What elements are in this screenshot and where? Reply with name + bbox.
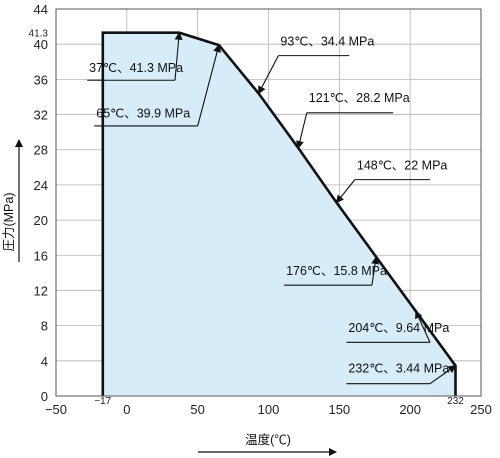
annotation-label: 204℃、9.64 MPa — [348, 321, 449, 335]
y-tick-label: 4 — [41, 354, 48, 369]
annotation-arrow — [296, 112, 308, 149]
annotation-label: 65℃、39.9 MPa — [96, 107, 190, 121]
plot-border — [55, 8, 482, 397]
y-tick-label: 32 — [34, 108, 48, 123]
y-tick-label: 12 — [34, 283, 48, 298]
annotation-arrow — [174, 31, 183, 81]
y-tick-label: 0 — [41, 389, 48, 404]
annotation-label: 232℃、3.44 MPa — [348, 362, 449, 376]
annotation-arrow — [415, 310, 431, 343]
annotation-arrow — [335, 179, 356, 204]
x-tick-label: 250 — [470, 402, 492, 417]
y-tick-label: 36 — [34, 72, 48, 87]
plot-frame — [55, 8, 482, 397]
annotations: 37℃、41.3 MPa 65℃、39.9 MPa 93℃、34.4 MPa 121℃… — [87, 31, 457, 385]
x-tick-label: 50 — [190, 402, 204, 417]
x-extra-tick-label: 232 — [447, 396, 464, 407]
annotation-arrow — [197, 44, 222, 127]
annotation-arrow — [371, 256, 380, 286]
x-extra-tick-label: −17 — [94, 396, 111, 407]
y-axis-label: 圧力(MPa) — [2, 192, 16, 251]
y-tick-label: 8 — [41, 319, 48, 334]
x-tick-label: 100 — [258, 402, 280, 417]
annotation-arrow — [258, 55, 279, 95]
x-tick-label: −50 — [45, 402, 67, 417]
y-tick-label: 16 — [34, 248, 48, 263]
x-tick-label: 0 — [123, 402, 130, 417]
annotation-arrow — [429, 365, 457, 385]
y-tick-label: 44 — [34, 2, 48, 17]
area-fill — [102, 32, 456, 396]
x-axis-label: 温度(℃) — [245, 432, 291, 447]
x-tick-label: 200 — [399, 402, 421, 417]
axis-labels: 温度(℃) 圧力(MPa) — [2, 139, 337, 456]
annotation-label: 148℃、22 MPa — [357, 158, 448, 172]
x-tick-label: 150 — [328, 402, 350, 417]
tick-labels: −50 0 50 100 150 200 250−17 2320481216202428323… — [29, 2, 492, 417]
annotation-label: 93℃、34.4 MPa — [280, 34, 374, 48]
y-tick-label: 28 — [34, 143, 48, 158]
y-tick-label: 20 — [34, 213, 48, 228]
annotation-label: 37℃、41.3 MPa — [89, 61, 183, 75]
y-extra-tick-label: 41.3 — [29, 29, 49, 40]
annotation-label: 121℃、28.2 MPa — [309, 91, 410, 105]
y-tick-label: 24 — [34, 178, 48, 193]
annotation-label: 176℃、15.8 MPa — [286, 264, 387, 278]
y-tick-label: 40 — [34, 37, 48, 52]
operating-area — [101, 31, 457, 396]
